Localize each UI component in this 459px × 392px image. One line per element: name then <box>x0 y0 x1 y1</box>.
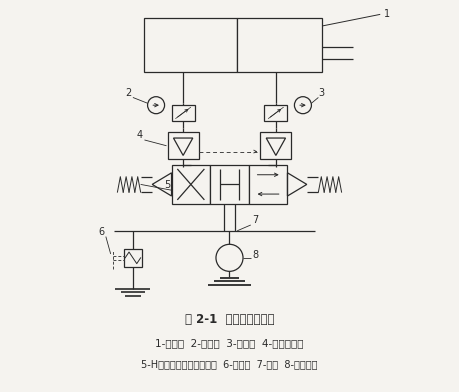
Text: 7: 7 <box>253 215 259 225</box>
Text: 2: 2 <box>125 87 131 98</box>
Text: 4: 4 <box>137 130 143 140</box>
Bar <box>172 165 210 204</box>
Bar <box>168 132 199 159</box>
Text: 3: 3 <box>319 87 325 98</box>
Bar <box>210 165 249 204</box>
Circle shape <box>216 244 243 271</box>
Text: 6: 6 <box>98 227 104 237</box>
Text: 1-液压缸  2-单向阀  3-节流阀  4-液控单向阀: 1-液压缸 2-单向阀 3-节流阀 4-液控单向阀 <box>155 338 304 348</box>
Text: 1: 1 <box>384 9 390 19</box>
Bar <box>172 105 195 121</box>
Text: 5: 5 <box>164 180 170 190</box>
Text: 图 2-1  液压泵站原理图: 图 2-1 液压泵站原理图 <box>185 313 274 326</box>
Bar <box>264 105 287 121</box>
Bar <box>124 249 141 267</box>
Bar <box>249 165 287 204</box>
Text: 5-H型三位四通电磁换向阀  6-溢流阀  7-油箱  8-液压泵；: 5-H型三位四通电磁换向阀 6-溢流阀 7-油箱 8-液压泵； <box>141 359 318 369</box>
Bar <box>260 132 291 159</box>
Bar <box>237 18 322 73</box>
Text: 8: 8 <box>253 250 259 260</box>
Bar <box>145 18 237 73</box>
